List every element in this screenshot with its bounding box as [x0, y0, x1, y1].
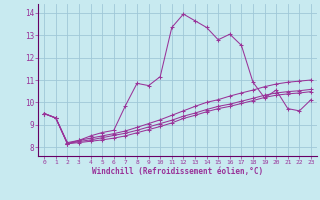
X-axis label: Windchill (Refroidissement éolien,°C): Windchill (Refroidissement éolien,°C) — [92, 167, 263, 176]
